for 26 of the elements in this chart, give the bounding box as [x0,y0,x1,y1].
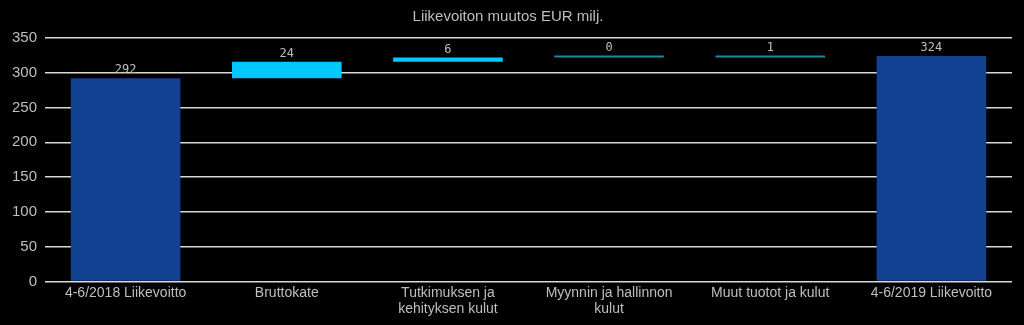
x-tick-label: 4-6/2019 Liikevoitto [870,283,993,300]
data-label: 324 [920,40,943,55]
bar [70,78,181,281]
data-label: 1 [766,39,774,54]
y-tick-label: 250 [12,97,38,115]
bar [876,56,987,281]
x-tick-label: Tutkimuksen ja kehityksen kulut [398,283,498,317]
data-label: 6 [444,41,452,56]
x-tick-label: Myynnin ja hallinnon kulut [545,283,673,317]
data-label: 0 [605,39,613,54]
x-tick-label: Muut tuotot ja kulut [711,283,830,300]
chart-title: Liikevoiton muutos EUR milj. [412,7,604,25]
bar [715,55,826,58]
bar [393,57,503,62]
y-tick-label: 50 [20,236,38,254]
x-tick-label: Bruttokate [254,283,319,300]
y-tick-label: 0 [28,271,38,289]
y-tick-label: 150 [12,167,38,185]
x-tick-label: 4-6/2018 Liikevoitto [64,283,187,300]
y-tick-label: 350 [12,28,38,46]
y-tick-label: 200 [12,132,38,150]
data-label: 24 [279,45,294,60]
y-tick-label: 100 [12,202,38,219]
y-tick-label: 300 [12,62,38,80]
bar [554,55,664,58]
bar [231,61,342,79]
